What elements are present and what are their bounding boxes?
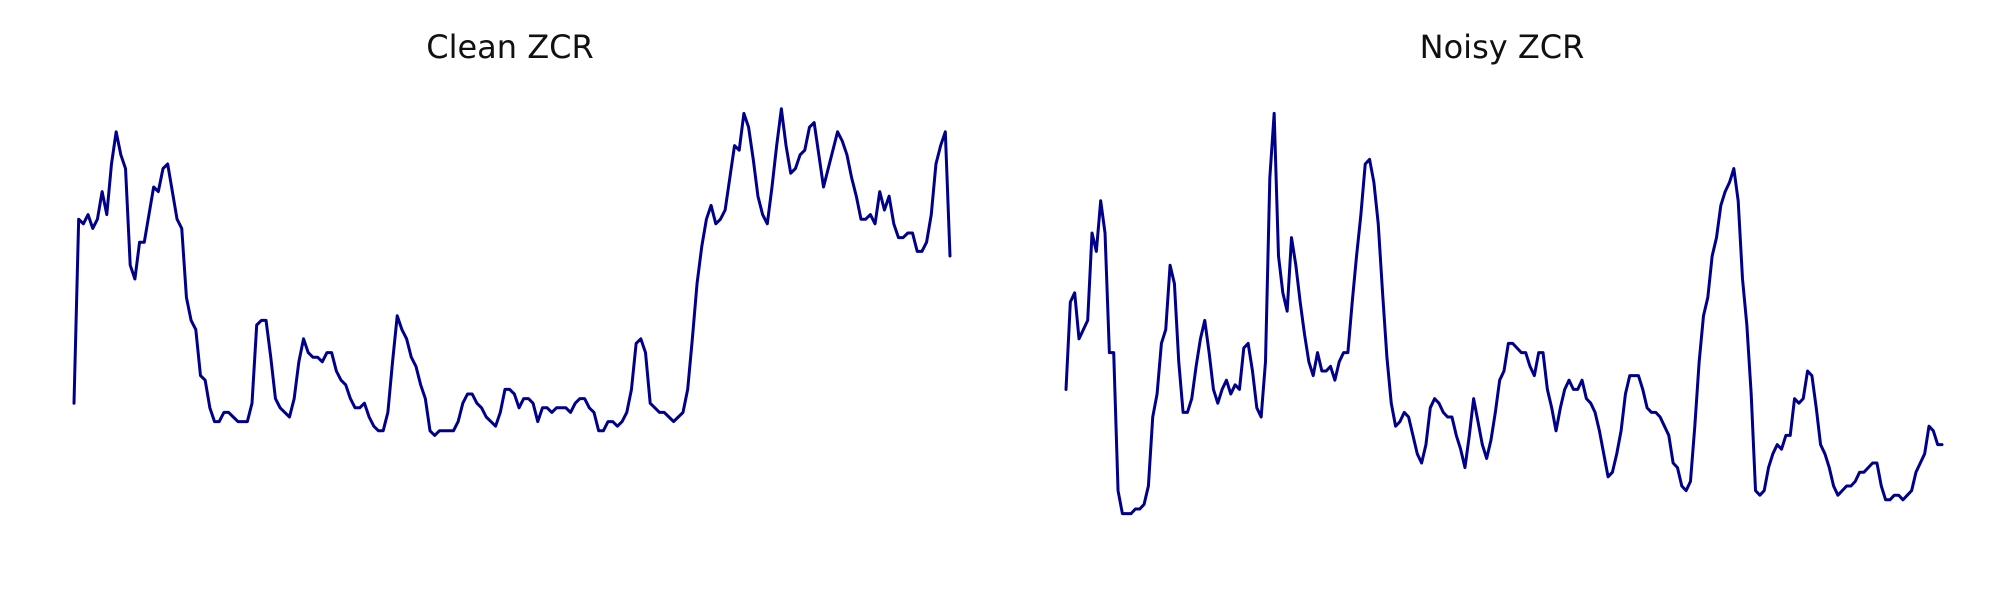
plot-area-clean-zcr xyxy=(72,107,952,437)
series-line-noisy-zcr xyxy=(1064,111,1944,516)
plot-area-noisy-zcr xyxy=(1064,111,1944,516)
chart-noisy-zcr: Noisy ZCR xyxy=(1064,28,1944,516)
chart-title-clean-zcr: Clean ZCR xyxy=(426,28,593,66)
chart-title-noisy-zcr: Noisy ZCR xyxy=(1420,28,1585,66)
series-line-clean-zcr xyxy=(72,107,952,437)
chart-clean-zcr: Clean ZCR xyxy=(72,28,952,437)
